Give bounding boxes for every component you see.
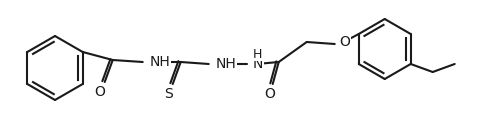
Text: O: O — [340, 35, 351, 49]
Text: S: S — [164, 87, 173, 101]
Text: N: N — [253, 57, 263, 71]
Text: NH: NH — [150, 55, 170, 69]
Text: O: O — [94, 85, 105, 99]
Text: O: O — [264, 87, 275, 101]
Text: NH: NH — [216, 57, 237, 71]
Text: H: H — [253, 47, 262, 61]
